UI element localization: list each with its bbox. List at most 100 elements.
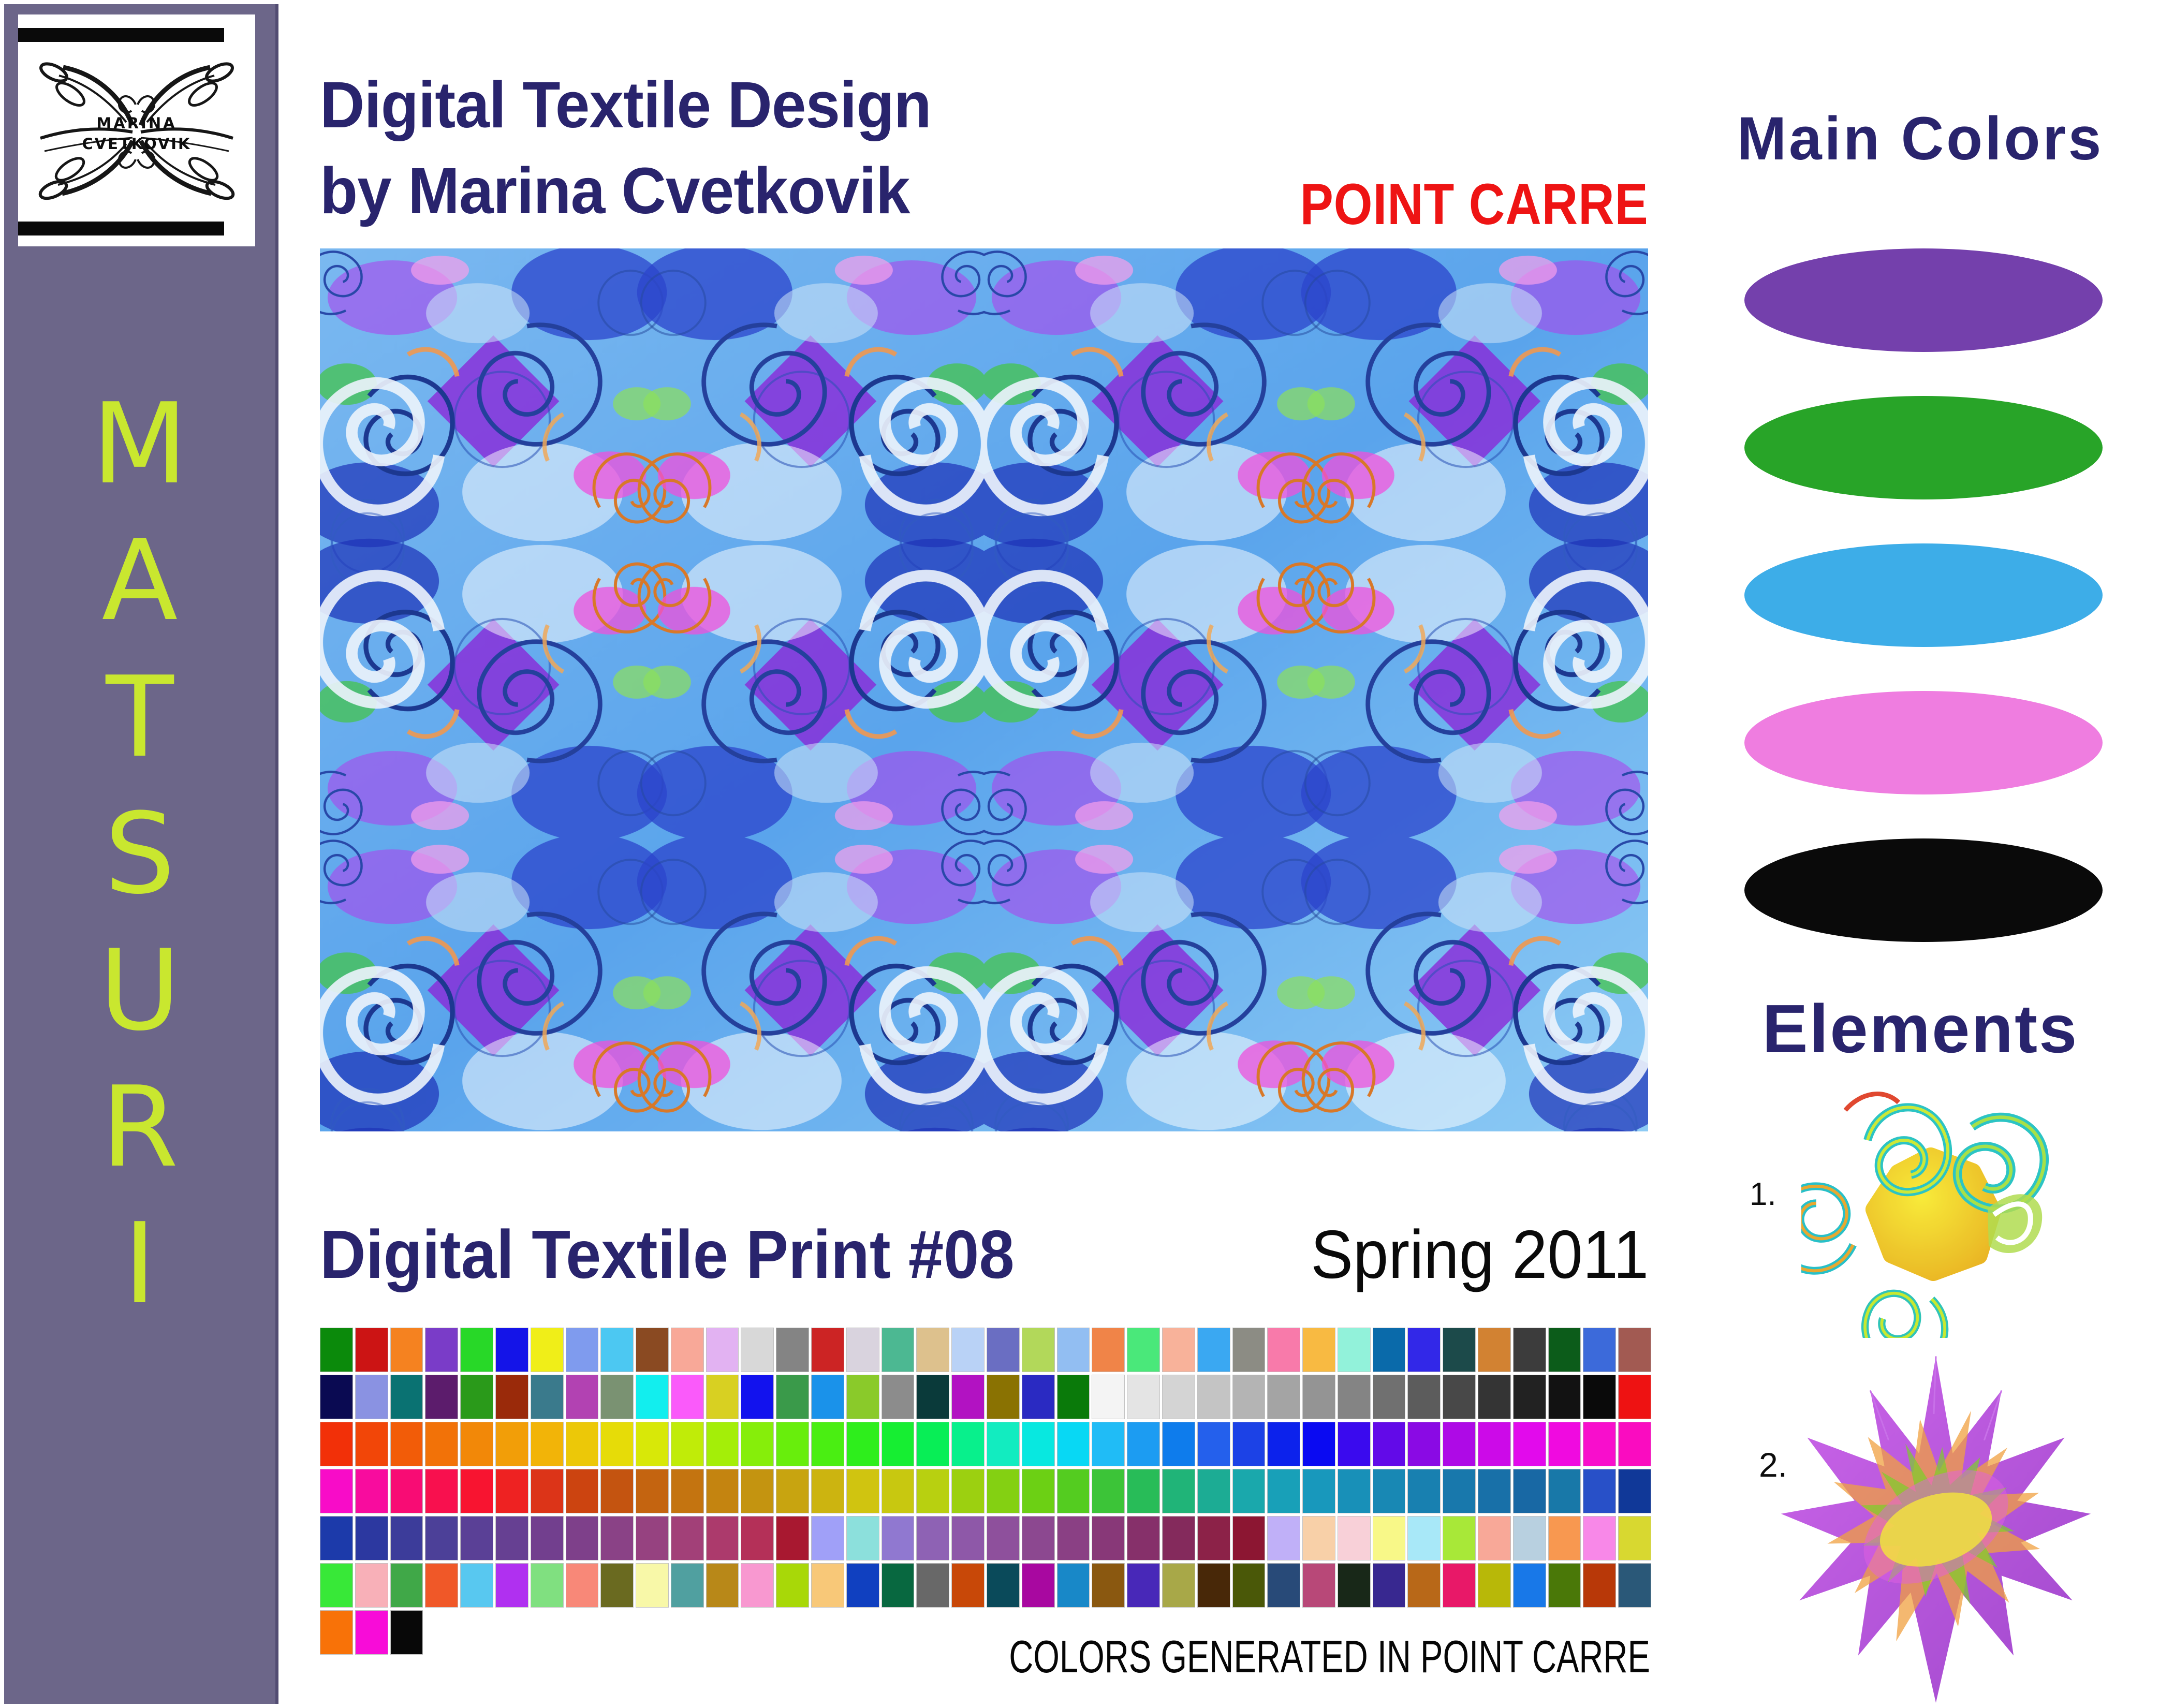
palette-cell: [355, 1328, 388, 1372]
palette-cell: [1407, 1422, 1441, 1466]
palette-cell: [1478, 1375, 1511, 1419]
palette-cell: [1337, 1375, 1371, 1419]
palette-cell: [706, 1375, 739, 1419]
palette-cell: [1372, 1563, 1406, 1608]
palette-cell: [1197, 1469, 1230, 1513]
palette-cell: [460, 1422, 493, 1466]
palette-cell: [495, 1422, 528, 1466]
palette-cell: [1232, 1328, 1266, 1372]
collection-letter: A: [101, 516, 178, 645]
palette-cell: [1512, 1469, 1546, 1513]
palette-cell: [425, 1563, 459, 1608]
palette-cell: [881, 1375, 915, 1419]
palette-cell: [565, 1328, 599, 1372]
main-color-swatch-pink: [1744, 691, 2103, 794]
palette-cell: [811, 1469, 844, 1513]
palette-cell: [320, 1610, 353, 1655]
palette-cell: [741, 1563, 774, 1608]
palette-cell: [636, 1516, 669, 1560]
palette-cell: [670, 1516, 704, 1560]
palette-cell: [1478, 1563, 1511, 1608]
palette-cell: [951, 1328, 985, 1372]
palette-cell: [846, 1516, 879, 1560]
palette-cell: [1512, 1375, 1546, 1419]
palette-cell: [460, 1516, 493, 1560]
palette-cell: [460, 1469, 493, 1513]
palette-cell: [846, 1328, 879, 1372]
palette-cell: [1337, 1563, 1371, 1608]
palette-cell: [811, 1516, 844, 1560]
palette-cell: [670, 1375, 704, 1419]
palette-cell: [1021, 1563, 1055, 1608]
palette-cell: [1162, 1422, 1195, 1466]
palette-cell: [881, 1422, 915, 1466]
palette-cell: [1162, 1469, 1195, 1513]
palette-cell: [916, 1516, 950, 1560]
palette-cell: [741, 1328, 774, 1372]
palette-cell: [320, 1563, 353, 1608]
palette-cell: [565, 1563, 599, 1608]
palette-cell: [565, 1422, 599, 1466]
palette-cell: [636, 1422, 669, 1466]
palette-cell: [425, 1375, 459, 1419]
designer-logo: MARINA CVETKOVIK: [18, 14, 255, 246]
palette-cell: [951, 1563, 985, 1608]
palette-cell: [1092, 1328, 1125, 1372]
palette-cell: [1267, 1563, 1301, 1608]
collection-letter: M: [92, 379, 188, 509]
element-2-label: 2.: [1759, 1446, 1788, 1484]
palette-cell: [670, 1422, 704, 1466]
palette-cell: [320, 1328, 353, 1372]
palette-cell: [1056, 1563, 1090, 1608]
palette-cell: [390, 1610, 423, 1655]
palette-cell: [355, 1469, 388, 1513]
palette-row: [320, 1563, 1651, 1608]
palette-cell: [881, 1563, 915, 1608]
elements-heading: Elements: [1762, 991, 2079, 1067]
palette-cell: [1302, 1328, 1335, 1372]
palette-row: [320, 1375, 1651, 1419]
palette-cell: [846, 1469, 879, 1513]
palette-cell: [565, 1469, 599, 1513]
palette-cell: [1337, 1328, 1371, 1372]
palette-cell: [1267, 1422, 1301, 1466]
palette-cell: [1021, 1328, 1055, 1372]
palette-cell: [706, 1563, 739, 1608]
palette-cell: [1548, 1422, 1581, 1466]
palette-row: [320, 1328, 1651, 1372]
palette-cell: [495, 1469, 528, 1513]
palette-cell: [741, 1469, 774, 1513]
print-caption: Digital Textile Print #08: [320, 1216, 1015, 1292]
palette-cell: [987, 1469, 1020, 1513]
palette-cell: [1302, 1469, 1335, 1513]
palette-cell: [390, 1563, 423, 1608]
palette-cell: [1092, 1469, 1125, 1513]
palette-cell: [1372, 1328, 1406, 1372]
palette-cell: [1162, 1516, 1195, 1560]
palette-cell: [1197, 1375, 1230, 1419]
palette-cell: [1372, 1375, 1406, 1419]
palette-cell: [811, 1375, 844, 1419]
palette-cell: [495, 1516, 528, 1560]
palette-cell: [425, 1422, 459, 1466]
palette-cell: [706, 1469, 739, 1513]
palette-cell: [1443, 1422, 1476, 1466]
palette-cell: [776, 1375, 810, 1419]
palette-cell: [600, 1563, 634, 1608]
palette-cell: [846, 1563, 879, 1608]
palette-cell: [1583, 1469, 1617, 1513]
palette-cell: [1548, 1563, 1581, 1608]
palette-cell: [425, 1516, 459, 1560]
palette-cell: [846, 1422, 879, 1466]
palette-cell: [1618, 1563, 1651, 1608]
palette-cell: [881, 1516, 915, 1560]
palette-cell: [1583, 1375, 1617, 1419]
logo-name-line1: MARINA: [96, 114, 177, 132]
monogram-ornament-icon: MARINA CVETKOVIK: [23, 47, 251, 217]
palette-cell: [1092, 1516, 1125, 1560]
collection-letter: R: [101, 1062, 179, 1192]
palette-cell: [670, 1328, 704, 1372]
palette-cell: [1092, 1422, 1125, 1466]
palette-cell: [741, 1516, 774, 1560]
palette-cell: [1162, 1375, 1195, 1419]
